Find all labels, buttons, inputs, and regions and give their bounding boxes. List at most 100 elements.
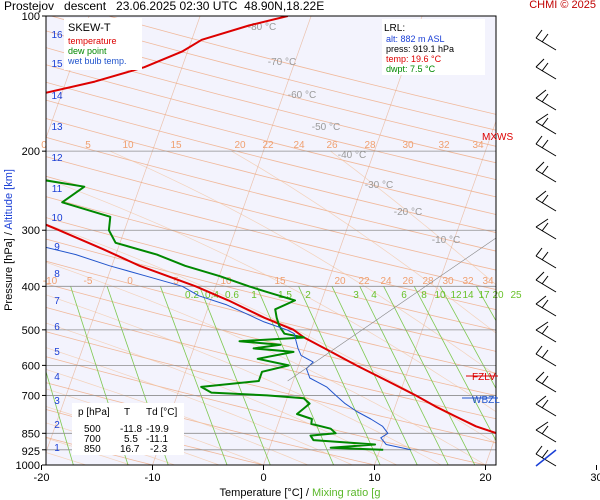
altitude-tick-label: 2 <box>54 420 60 431</box>
legend: SKEW-T temperature dew point wet bulb te… <box>64 18 142 70</box>
wind-barb-flag <box>541 349 549 359</box>
wind-barb-flag <box>535 247 543 257</box>
y-axis-title-pressure: Pressure [hPa] / <box>3 231 15 311</box>
wind-barb-flag <box>535 321 549 331</box>
dry-adiabat-line <box>46 99 496 215</box>
wind-barb-flag <box>535 29 543 39</box>
dry-adiabat-label: -80 °C <box>248 22 276 33</box>
wind-barb <box>535 371 557 393</box>
altitude-tick-label: 5 <box>54 347 60 358</box>
dry-adiabat-label: -40 °C <box>338 150 366 161</box>
dry-adiabat-label: -30 °C <box>365 180 393 191</box>
moist-adiabat-line <box>46 388 264 465</box>
mixing-ratio-label: 0.4 <box>205 290 219 301</box>
isotherm-line <box>46 16 201 454</box>
table-cell: 16.7 <box>120 444 140 455</box>
mixing-ratio-label: 0.2 <box>185 290 199 301</box>
wind-barb-flag <box>535 395 547 405</box>
moist-adiabat-label: 20 <box>234 140 246 151</box>
mixing-ratio-label: 4 <box>371 290 377 301</box>
table-header-t: T <box>124 407 130 418</box>
mixing-ratio-line <box>476 286 496 322</box>
mixing-ratio-line <box>298 286 381 465</box>
wind-barb-shaft <box>535 226 557 240</box>
mixing-ratio-label: 14 <box>462 290 474 301</box>
dry-adiabat-line <box>46 175 496 290</box>
dry-adiabat-label: -20 °C <box>394 207 422 218</box>
wind-barb-shaft <box>535 121 557 135</box>
dry-adiabat-label: -10 °C <box>432 235 460 246</box>
dry-adiabat-line <box>46 136 496 252</box>
isotherm-line <box>374 120 496 465</box>
wind-barb <box>535 395 557 417</box>
moist-adiabat-label: 26 <box>402 276 414 287</box>
table-cell: -19.9 <box>146 424 169 435</box>
wind-barb <box>535 89 557 111</box>
mixing-ratio-line <box>0 286 8 465</box>
moist-adiabat-label: 0 <box>41 140 47 151</box>
wind-barb-flag <box>541 222 549 232</box>
table-cell: 700 <box>84 434 101 445</box>
wind-barbs <box>535 29 557 467</box>
y-tick-label: 200 <box>22 146 40 158</box>
dry-adiabat-line <box>46 238 496 352</box>
altitude-tick-label: 13 <box>51 122 63 133</box>
level-markers: MXWS FZLV WBZL <box>462 132 513 406</box>
mixing-ratio-label: 17 <box>478 290 490 301</box>
lrl-temperature: temp: 19.6 °C <box>386 54 442 64</box>
moist-adiabat-label: 24 <box>293 140 305 151</box>
wind-barb-flag <box>541 399 549 409</box>
wind-barb <box>535 113 557 135</box>
altitude-tick-label: 1 <box>54 443 60 454</box>
wind-barb-flag <box>535 135 543 145</box>
parcel-line <box>287 237 496 382</box>
mxws-label: MXWS <box>482 132 513 143</box>
y-tick-label: 1000 <box>16 460 40 472</box>
isotherm-line <box>152 16 312 465</box>
wind-barb-flag <box>541 275 549 285</box>
chart-title: Prostejov descent 23.06.2025 02:30 UTC 4… <box>4 0 325 13</box>
wind-barb-shaft <box>535 198 557 212</box>
temperature-line <box>46 16 496 435</box>
y-axis-title: Pressure [hPa] / Altitude [km] <box>3 169 15 311</box>
wind-barb-shaft <box>535 453 557 467</box>
wind-barb-flag <box>541 117 549 127</box>
mixing-ratio-label: 0.6 <box>225 290 239 301</box>
wind-barb-flag <box>535 161 545 171</box>
moist-adiabat-label: 28 <box>364 140 376 151</box>
mixing-ratio-label: 12 <box>450 290 462 301</box>
wind-barb-shaft <box>535 37 557 51</box>
axis-titles: Temperature [°C] / Mixing ratio [g Press… <box>3 169 380 499</box>
mixing-ratio-line <box>413 286 496 442</box>
wind-barb-flag <box>541 325 549 335</box>
wind-barb <box>535 29 557 51</box>
moist-adiabat-label: 30 <box>402 140 414 151</box>
wind-barb-flag <box>541 62 549 72</box>
moist-adiabat-label: 10 <box>122 140 134 151</box>
table-cell: 500 <box>84 424 101 435</box>
altitude-tick-label: 14 <box>51 91 63 102</box>
x-tick-label: 20 <box>479 472 491 484</box>
dry-adiabat-line <box>46 307 496 420</box>
mixing-ratio-line <box>383 286 476 465</box>
legend-item-temperature: temperature <box>68 36 117 46</box>
wind-barb-surface <box>535 449 557 467</box>
wind-barb-flag <box>535 445 543 455</box>
wind-barb-flag <box>535 421 549 431</box>
wind-barb-shaft <box>535 97 557 111</box>
mixing-ratio-label: 1.5 <box>278 290 292 301</box>
x-tick-label: 30 <box>590 472 600 484</box>
legend-item-wet-bulb: wet bulb temp. <box>67 56 127 66</box>
moist-adiabat-label: 34 <box>472 140 484 151</box>
moist-adiabat-label: 20 <box>334 276 346 287</box>
moist-adiabat-label: -5 <box>84 276 93 287</box>
mixing-ratio-line <box>359 286 449 465</box>
wind-barb-flag <box>535 113 549 123</box>
summary-table-box <box>72 403 184 455</box>
altitude-tick-label: 3 <box>54 396 60 407</box>
wbzl-label: WBZL <box>472 395 500 406</box>
legend-title: SKEW-T <box>68 22 111 34</box>
moist-adiabat-label: 0 <box>127 276 133 287</box>
x-axis-title-mixing: Mixing ratio [g <box>309 487 381 499</box>
